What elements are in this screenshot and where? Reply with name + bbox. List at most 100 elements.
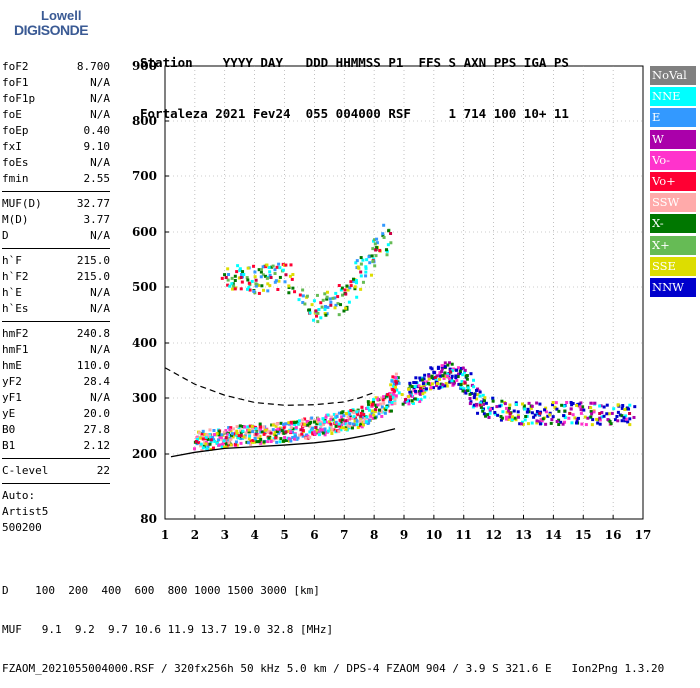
echo-point: [337, 284, 341, 288]
echo-point: [237, 426, 241, 430]
echo-point: [430, 374, 434, 378]
legend-item: NNE: [650, 87, 696, 107]
echo-point: [610, 411, 614, 415]
echo-point: [460, 366, 464, 370]
echo-point: [246, 441, 250, 445]
legend-item: SSE: [650, 256, 696, 276]
echo-point: [373, 416, 377, 420]
echo-point: [311, 431, 315, 435]
echo-point: [368, 418, 372, 422]
echo-point: [246, 278, 250, 282]
echo-point: [247, 428, 251, 432]
echo-point: [624, 417, 628, 421]
echo-point: [385, 405, 389, 409]
echo-point: [410, 399, 414, 403]
echo-point: [612, 407, 616, 411]
param-value: N/A: [90, 286, 110, 299]
echo-point: [303, 422, 307, 426]
echo-point: [500, 416, 504, 420]
echo-point: [261, 273, 265, 277]
echo-point: [535, 421, 539, 425]
echo-point: [348, 421, 352, 425]
echo-point: [271, 428, 275, 432]
echo-point: [259, 430, 263, 434]
echo-point: [523, 407, 527, 411]
echo-point: [530, 404, 534, 408]
param-value: N/A: [90, 391, 110, 404]
echo-point: [249, 439, 253, 443]
echo-point: [390, 402, 394, 406]
polarization-legend: NoVal NNE E W Vo- Vo+ SSW X- X+ SSE NNW: [650, 66, 696, 299]
echo-point: [247, 430, 251, 434]
echo-point: [311, 426, 315, 430]
echo-point: [293, 423, 297, 427]
param-name: h`Es: [2, 302, 29, 315]
echo-point: [626, 420, 630, 424]
echo-point: [326, 305, 330, 309]
echo-point: [303, 417, 307, 421]
trace-point: [344, 292, 348, 296]
echo-point: [461, 366, 465, 370]
legend-item: Vo+: [650, 171, 696, 191]
echo-point: [412, 381, 416, 385]
echo-point: [303, 302, 307, 306]
echo-point: [252, 289, 256, 293]
echo-point: [301, 301, 305, 305]
echo-point: [282, 439, 286, 443]
echo-point: [420, 376, 424, 380]
echo-point: [430, 382, 434, 386]
param-row: M(D) 3.77: [2, 212, 110, 228]
echo-point: [362, 413, 366, 417]
echo-point: [197, 431, 201, 435]
echo-point: [291, 430, 295, 434]
echo-point: [271, 438, 275, 442]
echo-point: [381, 232, 385, 236]
echo-point: [616, 410, 620, 414]
echo-point: [375, 237, 379, 241]
echo-point: [352, 277, 356, 281]
echo-point: [458, 369, 462, 373]
param-name: foF1: [2, 76, 29, 89]
echo-point: [382, 406, 386, 410]
echo-point: [493, 410, 497, 414]
auto-scaling-line: 500200: [2, 521, 42, 534]
echo-point: [323, 433, 327, 437]
dashed-trace-line: [164, 367, 375, 406]
echo-point: [263, 431, 267, 435]
param-row: B0 27.8: [2, 422, 110, 438]
echo-point: [535, 410, 539, 414]
echo-point: [318, 422, 322, 426]
echo-point: [508, 403, 512, 407]
echo-point: [415, 385, 419, 389]
echo-point: [371, 416, 375, 420]
trace-point: [284, 430, 288, 434]
echo-point: [435, 384, 439, 388]
param-row: MUF(D) 32.77: [2, 196, 110, 212]
echo-point: [240, 280, 244, 284]
echo-point: [236, 264, 240, 268]
echo-point: [215, 441, 219, 445]
echo-point: [430, 367, 434, 371]
echo-point: [590, 412, 594, 416]
echo-point: [360, 405, 364, 409]
echo-point: [245, 287, 249, 291]
echo-point: [329, 424, 333, 428]
echo-point: [293, 434, 297, 438]
echo-point: [628, 417, 632, 421]
legend-item: E: [650, 108, 696, 128]
echo-point: [549, 421, 553, 425]
echo-point: [269, 439, 273, 443]
echo-point: [421, 382, 425, 386]
echo-point: [289, 439, 293, 443]
echo-point: [267, 265, 271, 269]
echo-point: [312, 299, 316, 303]
echo-point: [439, 374, 443, 378]
param-name: foF2: [2, 60, 29, 73]
trace-point: [194, 440, 198, 443]
echo-point: [315, 293, 319, 297]
echo-point: [276, 287, 280, 291]
echo-point: [336, 302, 340, 306]
echo-point: [287, 284, 291, 288]
echo-point: [217, 433, 221, 437]
echo-point: [237, 276, 241, 280]
